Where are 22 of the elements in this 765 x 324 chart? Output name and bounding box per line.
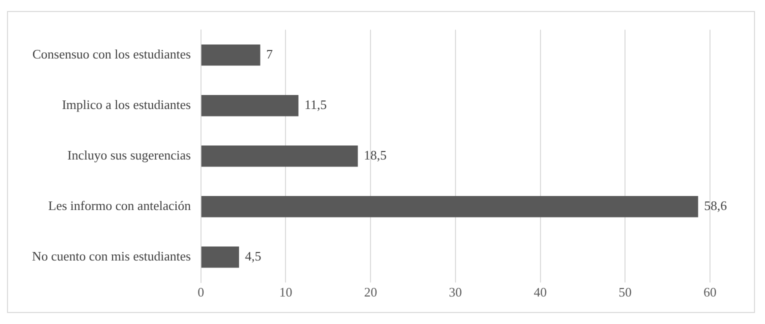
x-tick-label: 50 bbox=[618, 284, 632, 300]
bar bbox=[201, 246, 240, 268]
bar bbox=[201, 44, 260, 66]
x-tick-label: 10 bbox=[279, 284, 292, 300]
data-label: 4,5 bbox=[245, 248, 262, 264]
y-tick-label: Incluyo sus sugerencias bbox=[67, 148, 191, 163]
y-tick-label: No cuento con mis estudiantes bbox=[32, 248, 191, 264]
x-tick-label: 40 bbox=[534, 284, 547, 300]
bar bbox=[201, 145, 358, 167]
y-tick-label: Consensuo con los estudiantes bbox=[32, 46, 191, 62]
x-tick-label: 20 bbox=[364, 284, 378, 300]
data-label: 7 bbox=[266, 46, 274, 62]
y-tick-label: Implico a los estudiantes bbox=[62, 97, 191, 112]
x-tick-label: 0 bbox=[198, 284, 204, 300]
x-tick-label: 60 bbox=[704, 284, 716, 300]
data-label: 58,6 bbox=[704, 198, 728, 214]
y-tick-label: Les informo con antelación bbox=[48, 198, 192, 214]
bar bbox=[201, 196, 698, 218]
x-tick-label: 30 bbox=[448, 284, 462, 300]
data-label: 18,5 bbox=[364, 148, 387, 163]
data-label: 11,5 bbox=[304, 97, 327, 112]
bar bbox=[201, 94, 298, 116]
